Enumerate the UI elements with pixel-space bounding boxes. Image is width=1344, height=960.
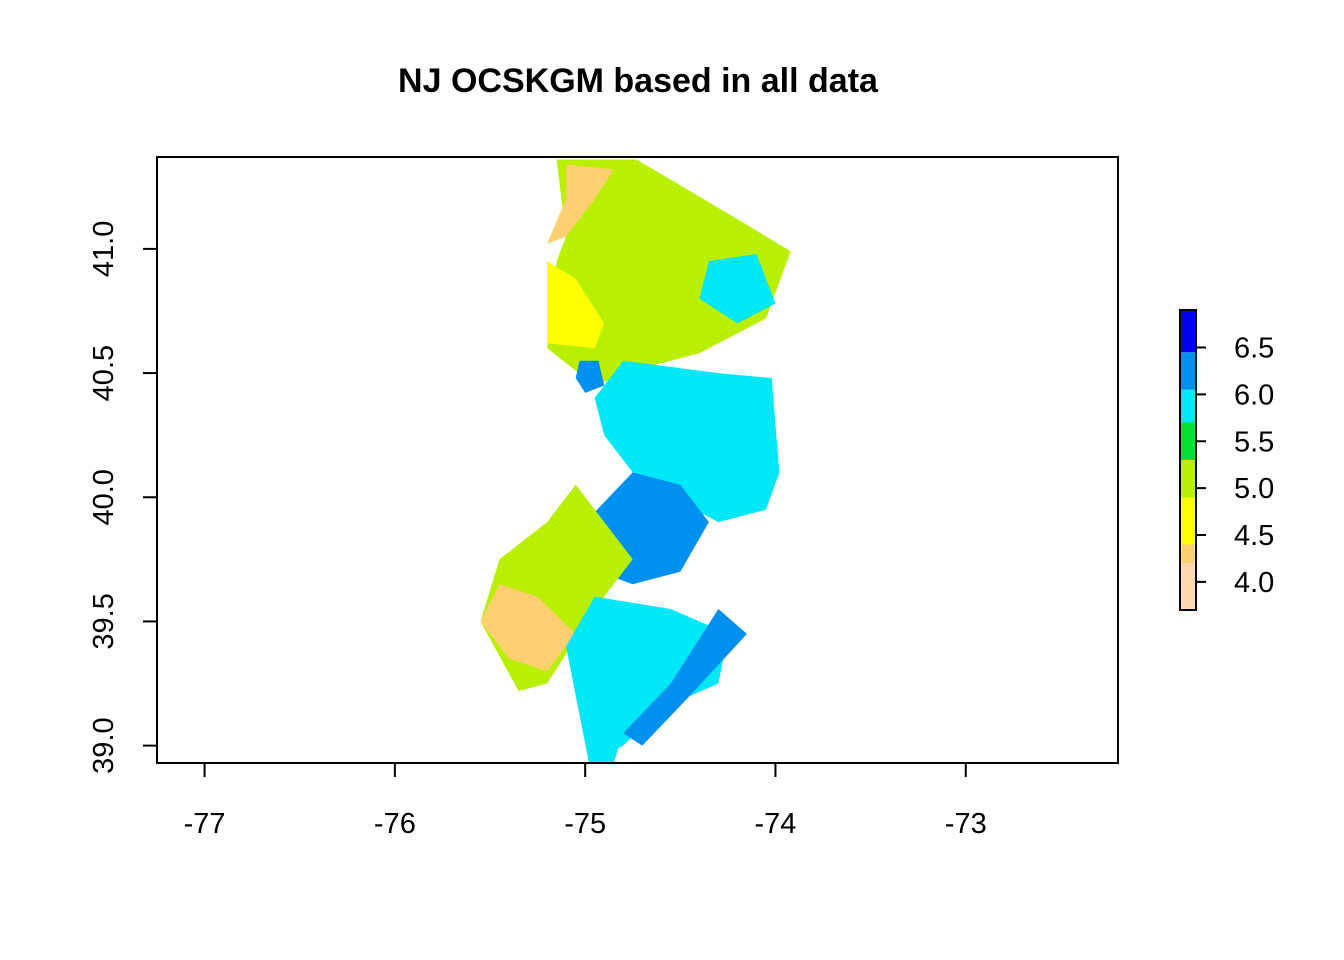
legend-tick-label: 5.0 xyxy=(1234,473,1274,505)
color-legend: 4.0 4.5 5.0 5.5 6.0 6.5 xyxy=(1179,309,1274,611)
legend-color-band xyxy=(1180,544,1196,564)
legend-color-band xyxy=(1180,352,1196,390)
legend-color-band xyxy=(1180,563,1196,610)
legend-color-band xyxy=(1180,310,1196,353)
map-region-cape-may xyxy=(589,720,624,763)
legend-frame xyxy=(1179,309,1197,611)
legend-tick-label: 4.0 xyxy=(1234,567,1274,599)
x-tick-label: -76 xyxy=(374,808,416,840)
x-tick-label: -73 xyxy=(945,808,987,840)
y-axis: 39.0 39.5 40.0 40.5 41.0 xyxy=(88,221,157,774)
legend-color-band xyxy=(1180,497,1196,545)
map-region-south-inner-plain xyxy=(566,596,728,763)
map-region-northwest-valley xyxy=(547,261,605,349)
y-tick-label: 39.0 xyxy=(88,717,120,773)
x-tick-label: -77 xyxy=(184,808,226,840)
map-region-northwest-pocket xyxy=(575,360,605,393)
y-tick-label: 40.0 xyxy=(88,469,120,525)
x-axis: -77 -76 -75 -74 -73 xyxy=(184,763,987,840)
y-tick-label: 39.5 xyxy=(88,593,120,649)
map-region-north-east-band xyxy=(699,253,776,324)
y-tick-label: 40.5 xyxy=(88,345,120,401)
map-raster-layer xyxy=(480,159,791,763)
map-region-northwest-ridges xyxy=(547,164,614,244)
legend-tick-label: 4.5 xyxy=(1234,520,1274,552)
plot-frame xyxy=(156,156,1119,764)
map-region-north-highlands xyxy=(547,159,791,386)
map-region-south-coast-strip xyxy=(623,609,747,746)
legend-tick-label: 6.0 xyxy=(1234,379,1274,411)
map-region-southwest-tip xyxy=(480,584,576,672)
legend-color-band xyxy=(1180,389,1196,423)
y-tick-label: 41.0 xyxy=(88,221,120,277)
x-tick-label: -74 xyxy=(755,808,797,840)
legend-tick-label: 6.5 xyxy=(1234,333,1274,365)
chart-title: NJ OCSKGM based in all data xyxy=(398,62,879,100)
legend-tick-label: 5.5 xyxy=(1234,426,1274,458)
x-tick-label: -75 xyxy=(564,808,606,840)
legend-color-band xyxy=(1180,422,1196,460)
legend-color-band xyxy=(1180,460,1196,498)
